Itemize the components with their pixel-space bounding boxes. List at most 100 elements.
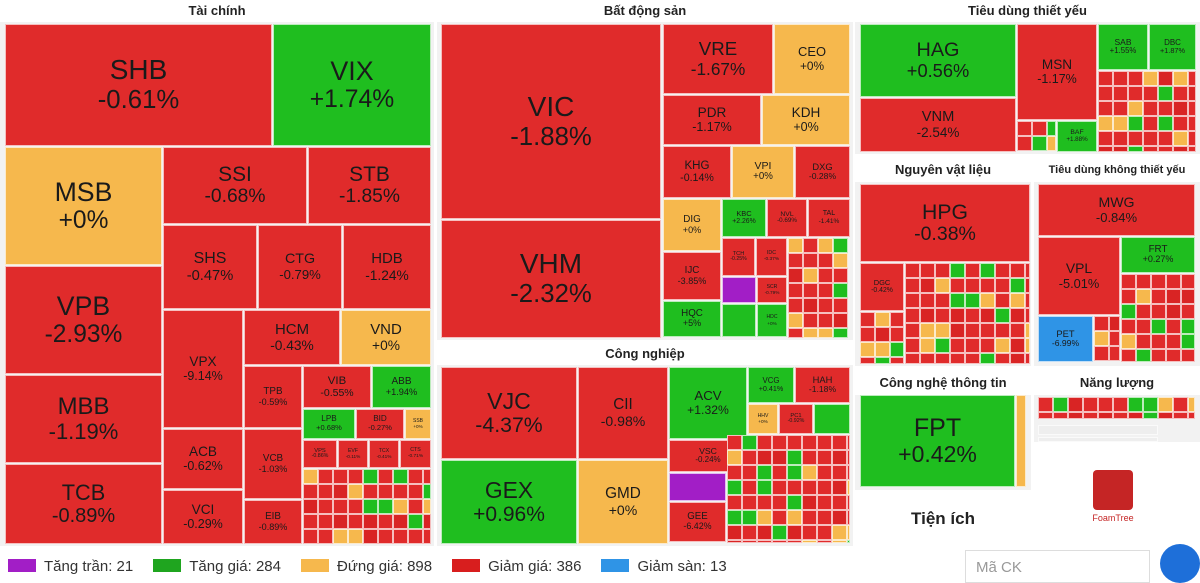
stock-tile[interactable]: ABB +1.94% [372,366,431,408]
stock-tile[interactable]: LPB +0.68% [303,409,355,439]
stock-tile[interactable]: TPB -0.59% [244,366,302,428]
stock-tile[interactable]: BID -0.27% [356,409,404,439]
stock-tile[interactable]: DGC -0.42% [860,263,904,311]
stock-tile[interactable]: IJC -3.85% [663,252,721,300]
small-tile [1098,146,1113,152]
ticker: ACV [694,388,722,403]
small-tile [423,514,431,529]
stock-tile[interactable]: DBC +1.87% [1149,24,1196,70]
stock-tile[interactable]: MWG -0.84% [1038,184,1195,236]
legend-item[interactable]: Tăng trần: 21 [8,558,133,575]
stock-tile[interactable]: SSI -0.68% [163,147,307,224]
stock-tile[interactable]: VPB -2.93% [5,266,162,374]
small-tile [727,465,742,480]
stock-tile[interactable]: DXG -0.28% [795,146,850,198]
small-tile [303,514,318,529]
search-input[interactable]: Mã CK [965,550,1150,583]
stock-tile[interactable]: STB -1.85% [308,147,431,224]
stock-tile[interactable]: BAF +1.88% [1057,121,1097,152]
stock-tile[interactable]: VIC -1.88% [441,24,661,219]
change: -6.99% [1051,338,1080,349]
stock-tile[interactable]: PC1 -0.92% [779,404,813,434]
stock-tile[interactable]: SHB -0.61% [5,24,272,146]
stock-tile[interactable]: CTS -0.71% [400,440,431,468]
stock-tile[interactable]: PDR -1.17% [663,95,761,145]
stock-tile[interactable]: SCR -0.79% [757,277,787,303]
small-tile [1166,349,1181,362]
legend-item[interactable]: Giảm giá: 386 [452,558,581,575]
stock-tile[interactable]: HDC +0% [757,304,787,337]
stock-tile[interactable]: MBB -1.19% [5,375,162,463]
stock-tile[interactable]: TCH -0.25% [722,238,755,276]
stock-tile[interactable]: KHG -0.14% [663,146,731,198]
stock-tile[interactable]: DIG +0% [663,199,721,251]
stock-tile[interactable]: GMD +0% [578,460,668,544]
stock-tile[interactable]: VHM -2.32% [441,220,661,338]
stock-tile[interactable]: CII -0.98% [578,367,668,459]
small-tile [318,499,333,514]
stock-tile[interactable]: TCX -0.41% [369,440,399,468]
stock-tile[interactable]: VND +0% [341,310,431,365]
stock-tile[interactable]: VRE -1.67% [663,24,773,94]
stock-tile[interactable]: VIX +1.74% [273,24,431,146]
stock-tile[interactable]: HHV +0% [748,404,778,434]
stock-tile[interactable]: VPI +0% [732,146,794,198]
stock-tile[interactable]: VPX -9.14% [163,310,243,428]
small-tile [833,313,848,328]
stock-tile[interactable]: HPG -0.38% [860,184,1030,262]
stock-tile[interactable]: HAG +0.56% [860,24,1016,97]
change: +0.42% [898,441,977,468]
stock-tile[interactable]: NVL -0.69% [767,199,807,237]
ticker: CEO [798,44,826,60]
stock-tile[interactable]: VJC -4.37% [441,367,577,459]
stock-tile[interactable]: KDH +0% [762,95,850,145]
stock-tile[interactable]: GEE -6.42% [669,502,726,542]
stock-tile[interactable]: MSB +0% [5,147,162,265]
legend-item[interactable]: Tăng giá: 284 [153,558,281,575]
stock-tile[interactable]: TCB -0.89% [5,464,162,544]
stock-tile[interactable]: FPT +0.42% [860,395,1015,487]
chat-button[interactable] [1160,544,1200,583]
stock-tile[interactable]: VCG +0.41% [748,367,794,403]
stock-tile[interactable]: VPL -5.01% [1038,237,1120,315]
stock-tile[interactable]: SHS -0.47% [163,225,257,309]
small-tile [1098,86,1113,101]
stock-tile[interactable]: MSN -1.17% [1017,24,1097,120]
stock-tile[interactable]: TAL -1.41% [808,199,850,237]
stock-tile[interactable]: EIB -0.89% [244,500,302,544]
stock-tile[interactable]: HAH -1.18% [795,367,850,403]
stock-tile[interactable]: FRT +0.27% [1121,237,1195,273]
sector-title: Tiện ích [855,492,1031,546]
small-tile [875,312,890,327]
legend-item[interactable]: Đứng giá: 898 [300,558,432,575]
change: -0.29% [183,516,223,531]
small-tile [1121,349,1136,362]
stock-tile[interactable]: CTG -0.79% [258,225,342,309]
stock-tile[interactable]: ACV +1.32% [669,367,747,439]
stock-tile[interactable]: VCB -1.03% [244,429,302,499]
stock-tile[interactable]: VPS -0.86% [303,440,337,468]
stock-tile[interactable]: GEX +0.96% [441,460,577,544]
stock-tile[interactable]: PET -6.99% [1038,316,1093,362]
small-tile [1181,334,1195,349]
stock-tile[interactable]: SSB +0% [405,409,431,439]
stock-tile[interactable]: ACB -0.62% [163,429,243,489]
stock-tile[interactable]: HQC +5% [663,301,721,337]
stock-tile[interactable]: HCM -0.43% [244,310,340,365]
stock-tile[interactable]: IDC -0.37% [756,238,787,276]
small-tile [935,338,950,353]
stock-tile[interactable]: EVF -0.11% [338,440,368,468]
stock-tile[interactable]: VCI -0.29% [163,490,243,544]
change: -0.28% [808,171,837,182]
small-tile [727,450,742,465]
stock-tile[interactable]: CEO +0% [774,24,850,94]
stock-tile[interactable]: KBC +2.26% [722,199,766,237]
sector-title: Công nghiệp [437,343,853,365]
stock-tile[interactable]: HDB -1.24% [343,225,431,309]
stock-tile[interactable]: VNM -2.54% [860,98,1016,152]
stock-tile[interactable]: SAB +1.55% [1098,24,1148,70]
stock-tile[interactable]: VIB -0.55% [303,366,371,408]
small-tile [788,238,803,253]
legend-item[interactable]: Giảm sàn: 13 [601,558,727,575]
small-tile [818,328,833,338]
